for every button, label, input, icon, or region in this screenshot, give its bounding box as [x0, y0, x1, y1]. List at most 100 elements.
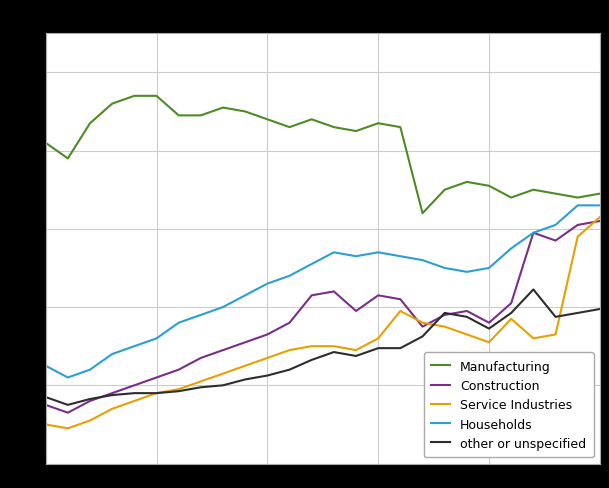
Construction: [485, 320, 493, 326]
Manufacturing: [242, 109, 249, 115]
Households: [175, 320, 182, 326]
Construction: [108, 390, 116, 396]
Line: Construction: Construction: [46, 222, 600, 413]
Manufacturing: [108, 102, 116, 107]
Manufacturing: [86, 121, 94, 127]
Construction: [507, 301, 515, 306]
Manufacturing: [485, 183, 493, 189]
Manufacturing: [353, 129, 360, 135]
Service Industries: [330, 344, 337, 349]
Households: [441, 265, 448, 271]
Construction: [330, 289, 337, 295]
Service Industries: [596, 215, 604, 221]
Service Industries: [219, 371, 227, 377]
other or unspecified: [108, 392, 116, 398]
Manufacturing: [64, 156, 71, 162]
Legend: Manufacturing, Construction, Service Industries, Households, other or unspecifie: Manufacturing, Construction, Service Ind…: [424, 352, 594, 457]
Service Industries: [507, 316, 515, 322]
Households: [219, 305, 227, 310]
Households: [42, 363, 49, 369]
Line: Households: Households: [46, 206, 600, 378]
Construction: [131, 383, 138, 388]
Manufacturing: [596, 191, 604, 197]
other or unspecified: [219, 383, 227, 388]
Manufacturing: [175, 113, 182, 119]
Service Industries: [441, 324, 448, 330]
Construction: [242, 340, 249, 346]
Manufacturing: [552, 191, 559, 197]
Service Industries: [131, 398, 138, 404]
other or unspecified: [330, 349, 337, 355]
Households: [530, 230, 537, 236]
Construction: [286, 320, 293, 326]
other or unspecified: [552, 314, 559, 320]
Manufacturing: [507, 195, 515, 201]
Construction: [308, 293, 315, 299]
Construction: [574, 223, 582, 228]
Households: [286, 273, 293, 279]
other or unspecified: [419, 334, 426, 340]
Construction: [419, 324, 426, 330]
Manufacturing: [330, 125, 337, 131]
other or unspecified: [530, 287, 537, 293]
Construction: [552, 238, 559, 244]
Construction: [353, 308, 360, 314]
Service Industries: [530, 336, 537, 342]
Line: Manufacturing: Manufacturing: [46, 97, 600, 214]
Construction: [86, 398, 94, 404]
Households: [463, 269, 471, 275]
other or unspecified: [463, 314, 471, 320]
other or unspecified: [175, 388, 182, 394]
Manufacturing: [441, 187, 448, 193]
Manufacturing: [219, 105, 227, 111]
other or unspecified: [42, 394, 49, 400]
Households: [86, 367, 94, 373]
Construction: [219, 347, 227, 353]
Households: [396, 254, 404, 260]
Service Industries: [242, 363, 249, 369]
Households: [375, 250, 382, 256]
Construction: [197, 355, 205, 361]
Service Industries: [153, 390, 160, 396]
Manufacturing: [530, 187, 537, 193]
Construction: [596, 219, 604, 224]
Manufacturing: [42, 141, 49, 146]
Service Industries: [485, 340, 493, 346]
other or unspecified: [197, 385, 205, 390]
Service Industries: [64, 426, 71, 431]
Manufacturing: [574, 195, 582, 201]
Households: [197, 312, 205, 318]
other or unspecified: [353, 353, 360, 359]
Construction: [396, 297, 404, 303]
Construction: [64, 410, 71, 416]
Manufacturing: [131, 94, 138, 100]
Households: [153, 336, 160, 342]
other or unspecified: [485, 326, 493, 332]
Households: [574, 203, 582, 209]
Service Industries: [552, 332, 559, 338]
Households: [108, 351, 116, 357]
Construction: [264, 332, 271, 338]
Construction: [175, 367, 182, 373]
other or unspecified: [86, 396, 94, 402]
other or unspecified: [153, 390, 160, 396]
Households: [485, 265, 493, 271]
Households: [353, 254, 360, 260]
other or unspecified: [596, 306, 604, 312]
Manufacturing: [197, 113, 205, 119]
other or unspecified: [131, 390, 138, 396]
Line: other or unspecified: other or unspecified: [46, 290, 600, 405]
other or unspecified: [308, 357, 315, 363]
other or unspecified: [441, 310, 448, 316]
other or unspecified: [286, 367, 293, 373]
Households: [419, 258, 426, 264]
Households: [596, 203, 604, 209]
Construction: [375, 293, 382, 299]
Households: [552, 223, 559, 228]
Households: [330, 250, 337, 256]
Service Industries: [286, 347, 293, 353]
Service Industries: [42, 422, 49, 427]
Service Industries: [463, 332, 471, 338]
Service Industries: [375, 336, 382, 342]
Service Industries: [264, 355, 271, 361]
